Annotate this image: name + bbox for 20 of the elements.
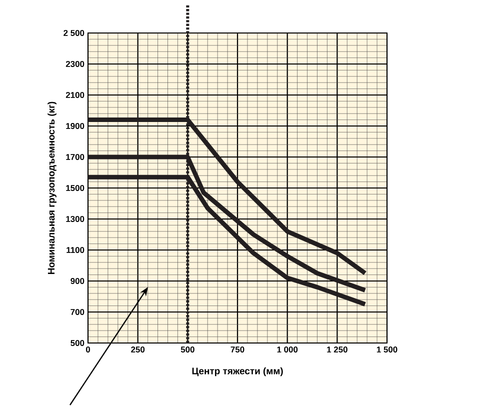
y-tick-label: 1500: [66, 185, 84, 192]
y-tick-label: 500: [70, 340, 84, 346]
y-tick-label: 2300: [66, 61, 84, 68]
y-tick-label: 900: [70, 278, 84, 284]
x-tick-label: 750: [230, 346, 244, 353]
x-tick-label: 1 500: [376, 346, 398, 353]
x-tick-label: 0: [86, 346, 90, 353]
y-tick-label: 1900: [66, 123, 84, 130]
y-tick-label: 1300: [66, 216, 84, 222]
x-axis-title: Центр тяжести (мм): [192, 368, 283, 376]
y-tick-label: 2100: [66, 92, 84, 98]
y-tick-label: 1700: [66, 154, 84, 160]
x-tick-label: 500: [180, 346, 194, 353]
x-tick-label: 1 250: [327, 346, 348, 353]
x-tick-label: 250: [131, 346, 145, 353]
y-tick-label: 1100: [66, 247, 84, 254]
y-tick-label: 2 500: [64, 30, 84, 36]
x-tick-label: 1 000: [277, 346, 298, 353]
y-tick-label: 700: [70, 309, 84, 316]
y-axis-title: Номинальная грузоподъемность (кг): [48, 102, 56, 274]
